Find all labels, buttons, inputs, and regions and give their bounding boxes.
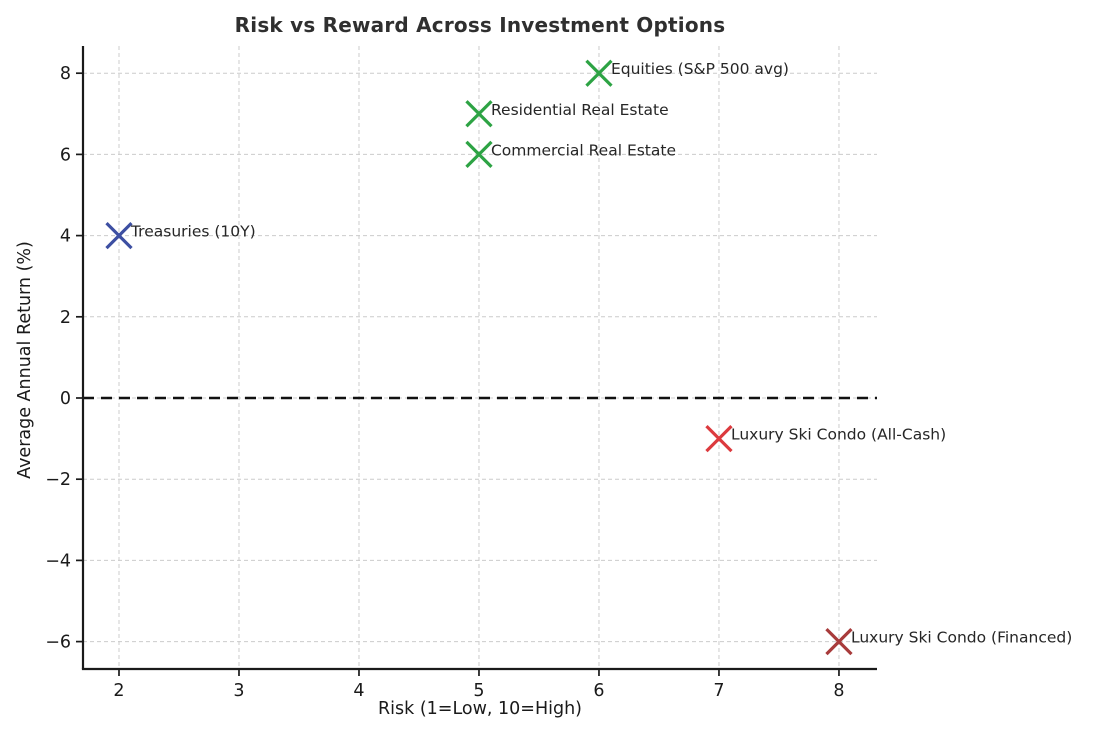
x-tick-label-5: 5 [473,681,484,701]
marker-residential-real-estate [465,100,493,128]
y-tick-label--4: −4 [45,551,71,571]
point-label-equities-s-p-500-avg: Equities (S&P 500 avg) [611,60,789,78]
point-label-commercial-real-estate: Commercial Real Estate [491,141,676,159]
x-tick-label-4: 4 [353,681,364,701]
x-tick-label-8: 8 [833,681,844,701]
marker-commercial-real-estate [465,140,493,169]
point-label-residential-real-estate: Residential Real Estate [491,101,669,119]
marker-equities-s-p-500-avg [585,59,613,87]
marker-luxury-ski-condo-all-cash [705,424,733,453]
y-tick-label--2: −2 [45,470,71,490]
chart-title: Risk vs Reward Across Investment Options [234,13,726,37]
point-label-luxury-ski-condo-all-cash: Luxury Ski Condo (All-Cash) [731,426,946,444]
point-label-luxury-ski-condo-financed: Luxury Ski Condo (Financed) [851,629,1072,647]
marker-treasuries-10y [105,221,133,250]
y-tick-label-0: 0 [60,389,71,409]
x-tick-label-3: 3 [233,681,244,701]
x-axis-label: Risk (1=Low, 10=High) [377,699,583,719]
x-tick-label-2: 2 [113,681,124,701]
x-tick-label-6: 6 [593,681,604,701]
x-tick-label-7: 7 [713,681,724,701]
point-label-treasuries-10y: Treasuries (10Y) [130,223,256,241]
marker-luxury-ski-condo-financed [825,627,853,656]
y-tick-label--6: −6 [45,633,71,653]
y-tick-label-6: 6 [60,145,71,165]
y-tick-label-4: 4 [60,227,71,247]
y-axis-label: Average Annual Return (%) [15,241,35,479]
y-tick-label-8: 8 [60,64,71,84]
y-tick-label-2: 2 [60,308,71,328]
